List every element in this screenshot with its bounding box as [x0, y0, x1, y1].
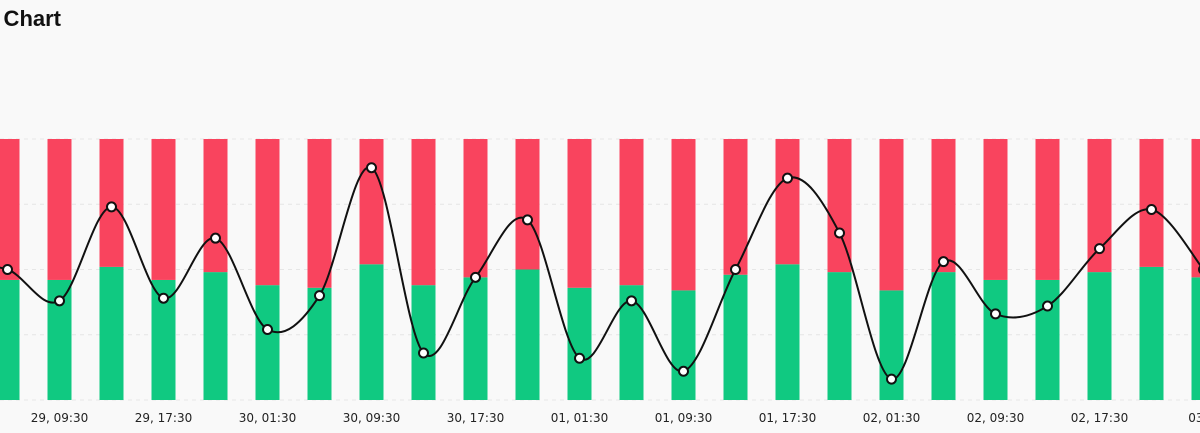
line-point [314, 290, 325, 302]
line-point [574, 352, 585, 364]
line-point [990, 308, 1001, 320]
x-tick-label: 30, 09:30 [343, 411, 400, 425]
line-point [470, 271, 481, 283]
x-tick-label: 01, 01:30 [551, 411, 608, 425]
bar-upper [619, 139, 644, 286]
line-point [1042, 300, 1053, 312]
bar-upper [1191, 139, 1200, 278]
bar-upper [0, 139, 20, 280]
x-tick-label: 02, 09:30 [967, 411, 1024, 425]
bar-lower [775, 264, 800, 400]
x-tick-label: 01, 09:30 [655, 411, 712, 425]
bar-lower [255, 285, 280, 400]
line-point [158, 292, 169, 304]
x-tick-label: 02, 01:30 [863, 411, 920, 425]
bar-lower [99, 266, 124, 400]
bar-upper [879, 139, 904, 291]
line-point [210, 232, 221, 244]
bar-lower [1191, 277, 1200, 400]
bar-upper [151, 139, 176, 280]
line-point [938, 256, 949, 268]
bar-lower [983, 279, 1008, 400]
bar-lower [723, 274, 748, 400]
x-tick-label: 29, 09:30 [31, 411, 88, 425]
bar-upper [1139, 139, 1164, 267]
bar-upper [567, 139, 592, 288]
line-point [366, 162, 377, 174]
line-point [678, 365, 689, 377]
x-tick-label: 02, 17:30 [1071, 411, 1128, 425]
line-point [782, 172, 793, 184]
bar-lower [515, 269, 540, 400]
x-tick-label: 30, 17:30 [447, 411, 504, 425]
bar-upper [515, 139, 540, 270]
x-tick-label: 29, 17:30 [135, 411, 192, 425]
bar-lower [931, 272, 956, 400]
x-tick-label: 01, 17:30 [759, 411, 816, 425]
bar-upper [931, 139, 956, 273]
line-point [106, 201, 117, 213]
bar-upper [359, 139, 384, 265]
line-point [1146, 203, 1157, 215]
line-point [262, 324, 273, 336]
bar-upper [983, 139, 1008, 280]
bar-upper [203, 139, 228, 273]
bar-lower [463, 277, 488, 400]
bar-upper [775, 139, 800, 265]
x-tick-label: 30, 01:30 [239, 411, 296, 425]
line-point [54, 295, 65, 307]
bar-lower [1035, 279, 1060, 400]
line-point [2, 264, 13, 275]
bar-lower [671, 290, 696, 400]
bar-upper [827, 139, 852, 273]
bar-upper [47, 139, 72, 280]
chart-title: o Chart [0, 6, 61, 31]
series-line [0, 166, 1200, 381]
bar-upper [307, 139, 332, 288]
bar-lower [307, 287, 332, 400]
line-point [1094, 243, 1105, 255]
bar-lower [827, 272, 852, 400]
line-point [730, 264, 741, 275]
line-point [886, 373, 897, 385]
bar-upper [255, 139, 280, 286]
bar-upper [671, 139, 696, 291]
line-point [418, 347, 429, 359]
bar-lower [1139, 266, 1164, 400]
line-point [834, 227, 845, 239]
bar-upper [463, 139, 488, 278]
bar-lower [203, 272, 228, 400]
bar-upper [1035, 139, 1060, 280]
bar-lower [359, 264, 384, 400]
line-point [626, 295, 637, 307]
x-tick-label: 03, 0 [1188, 411, 1200, 425]
bar-lower [411, 285, 436, 400]
line-point [522, 214, 533, 226]
bar-upper [411, 139, 436, 286]
bar-lower [0, 279, 20, 400]
bar-lower [1087, 272, 1112, 400]
